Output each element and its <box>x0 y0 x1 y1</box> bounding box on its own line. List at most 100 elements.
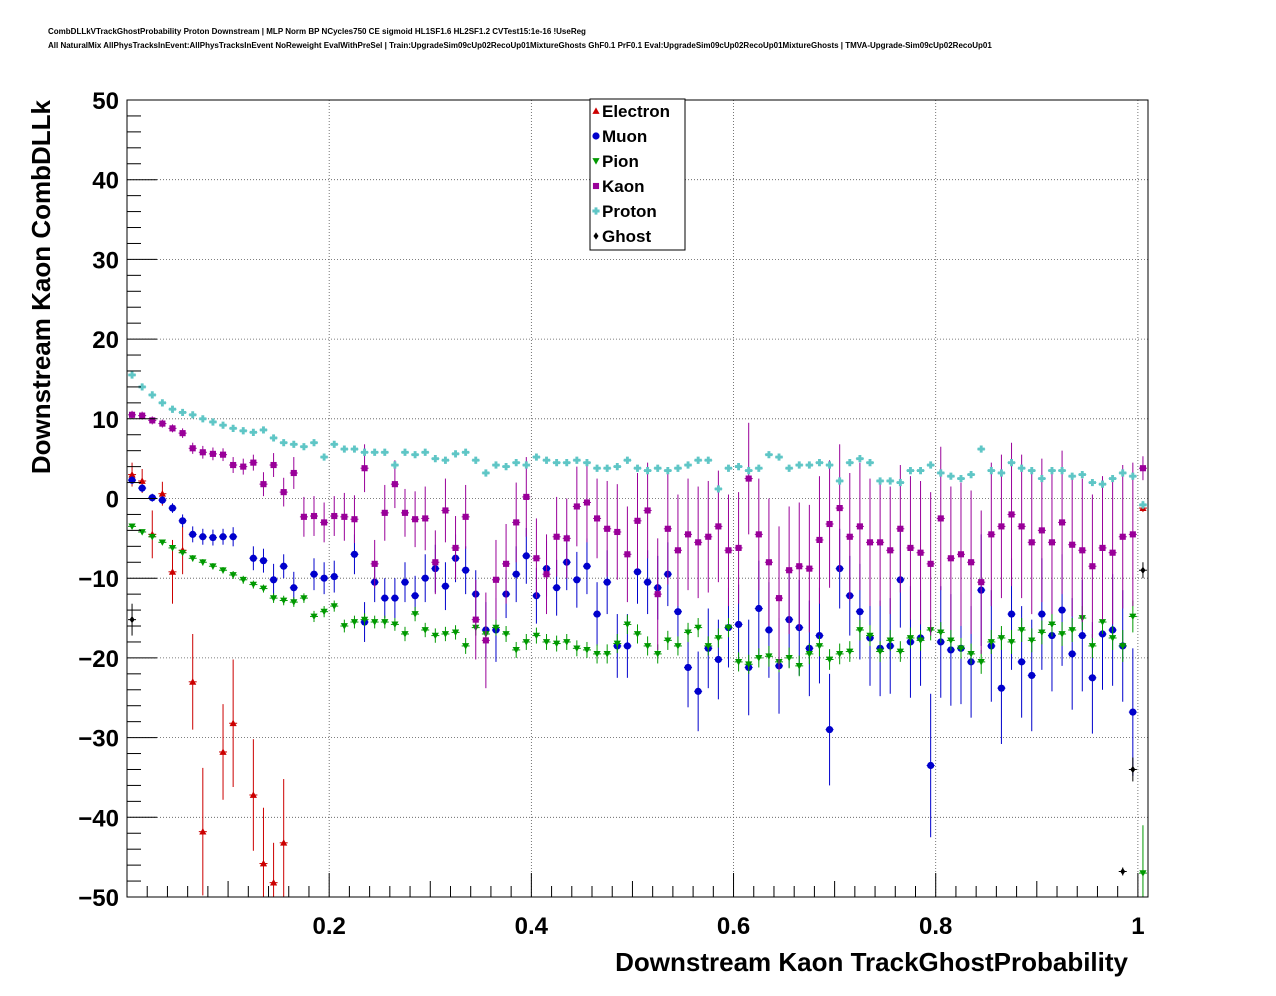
data-point-proton <box>582 459 591 467</box>
data-point-proton <box>613 463 622 471</box>
data-point-proton <box>684 461 693 469</box>
data-point-pion <box>1047 612 1056 637</box>
data-point-pion <box>421 622 430 638</box>
data-point-kaon <box>370 539 379 588</box>
data-point-proton <box>775 453 784 461</box>
data-point-pion <box>785 647 794 669</box>
data-point-pion <box>967 643 976 665</box>
chart-title-line-2: All NaturalMix AllPhysTracksInEvent:AllP… <box>48 41 992 50</box>
data-point-kaon <box>775 526 784 670</box>
data-point-muon <box>249 546 258 571</box>
data-point-proton <box>451 450 460 458</box>
legend-item-kaon: Kaon <box>592 177 645 196</box>
data-point-pion <box>259 584 268 593</box>
data-point-pion <box>330 600 339 612</box>
data-point-pion <box>431 628 440 643</box>
data-point-proton <box>764 451 773 459</box>
data-point-proton <box>855 455 864 463</box>
data-point-pion <box>734 652 743 672</box>
data-point-kaon <box>795 502 804 631</box>
y-tick-label: −20 <box>78 646 119 673</box>
data-point-electron <box>198 767 207 896</box>
data-point-proton <box>926 461 935 469</box>
data-point-proton <box>502 463 511 471</box>
data-point-muon <box>148 493 157 502</box>
data-point-kaon <box>1078 478 1087 623</box>
data-point-proton <box>825 461 834 469</box>
data-point-pion <box>269 593 278 603</box>
data-point-proton <box>744 467 753 475</box>
data-point-kaon <box>188 442 197 454</box>
data-point-proton <box>1138 500 1147 509</box>
data-point-proton <box>148 391 157 399</box>
data-point-kaon <box>542 534 551 615</box>
data-point-kaon <box>1108 480 1117 625</box>
data-point-pion <box>724 618 733 638</box>
data-point-pion <box>663 630 672 650</box>
data-point-electron <box>219 704 228 800</box>
data-point-kaon <box>491 539 500 620</box>
data-point-pion <box>451 625 460 640</box>
data-point-kaon <box>855 462 864 591</box>
data-point-kaon <box>673 494 682 607</box>
data-point-electron <box>259 807 268 897</box>
data-point-proton <box>754 464 763 472</box>
data-point-proton <box>572 456 581 464</box>
y-tick-label: 50 <box>92 88 119 115</box>
legend-label: Kaon <box>602 177 645 196</box>
data-point-kaon <box>421 486 430 551</box>
data-point-kaon <box>289 457 298 489</box>
data-point-kaon <box>896 465 905 593</box>
data-point-kaon <box>886 486 895 615</box>
data-point-proton <box>835 477 844 485</box>
data-point-kaon <box>198 445 207 459</box>
data-point-proton <box>734 463 743 471</box>
data-point-kaon <box>310 496 319 536</box>
data-point-proton <box>653 464 662 472</box>
data-point-pion <box>866 625 875 646</box>
data-point-electron <box>188 633 197 730</box>
data-point-pion <box>320 606 329 618</box>
data-point-kaon <box>956 482 965 627</box>
data-point-proton <box>704 456 713 464</box>
data-point-kaon <box>754 478 763 591</box>
data-point-kaon <box>229 457 238 473</box>
data-point-pion <box>178 549 187 557</box>
data-point-pion <box>289 597 298 607</box>
data-point-kaon <box>380 484 389 541</box>
data-point-kaon <box>785 506 794 634</box>
data-points <box>128 371 1147 897</box>
data-point-kaon <box>582 462 591 543</box>
data-point-proton <box>158 399 167 407</box>
data-point-kaon <box>269 453 278 477</box>
data-point-pion <box>1027 628 1036 653</box>
data-point-pion <box>208 563 217 570</box>
data-point-kaon <box>724 494 733 607</box>
data-point-pion <box>461 637 470 654</box>
data-point-muon <box>279 554 288 579</box>
data-point-pion <box>1138 825 1147 897</box>
data-point-proton <box>320 453 329 461</box>
data-point-kaon <box>997 454 1006 599</box>
data-point-pion <box>400 626 409 642</box>
data-point-pion <box>562 633 571 650</box>
data-point-pion <box>158 539 167 546</box>
legend-label: Pion <box>602 152 639 171</box>
data-point-kaon <box>532 518 541 599</box>
data-point-proton <box>866 459 875 467</box>
data-point-proton <box>673 464 682 472</box>
data-point-pion <box>299 593 308 603</box>
data-point-muon <box>825 673 834 786</box>
data-point-kaon <box>340 492 349 541</box>
data-point-proton <box>279 439 288 447</box>
data-point-muon <box>421 554 430 603</box>
y-tick-label: 10 <box>92 407 119 434</box>
data-point-muon <box>643 550 652 615</box>
data-point-kaon <box>522 457 531 537</box>
data-point-pion <box>380 615 389 629</box>
data-point-kaon <box>734 492 743 604</box>
legend-item-ghost: Ghost <box>593 227 651 246</box>
data-point-proton <box>997 469 1006 477</box>
data-point-pion <box>582 641 591 658</box>
